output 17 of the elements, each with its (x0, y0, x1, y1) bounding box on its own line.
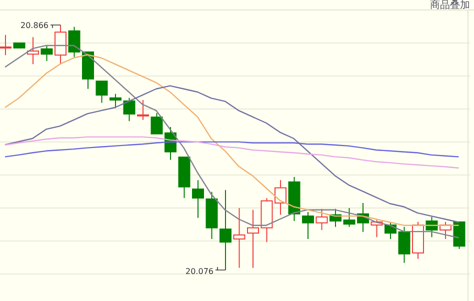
candlestick (220, 189, 232, 270)
candlestick (40, 44, 53, 62)
candlestick (123, 97, 136, 122)
candlestick (247, 209, 259, 268)
candlestick (137, 100, 149, 120)
candlestick (54, 24, 66, 65)
candlestick (398, 226, 410, 264)
candlestick (110, 93, 122, 109)
annotation: 20.866 (20, 21, 48, 30)
candlestick (302, 212, 314, 240)
candlestick (192, 180, 204, 218)
candlestick (0, 34, 12, 56)
candlestick (96, 80, 108, 104)
annotation: 20.076 (186, 267, 214, 276)
candlestick (233, 207, 246, 268)
candlestick (27, 36, 39, 65)
candlestick (316, 208, 328, 230)
